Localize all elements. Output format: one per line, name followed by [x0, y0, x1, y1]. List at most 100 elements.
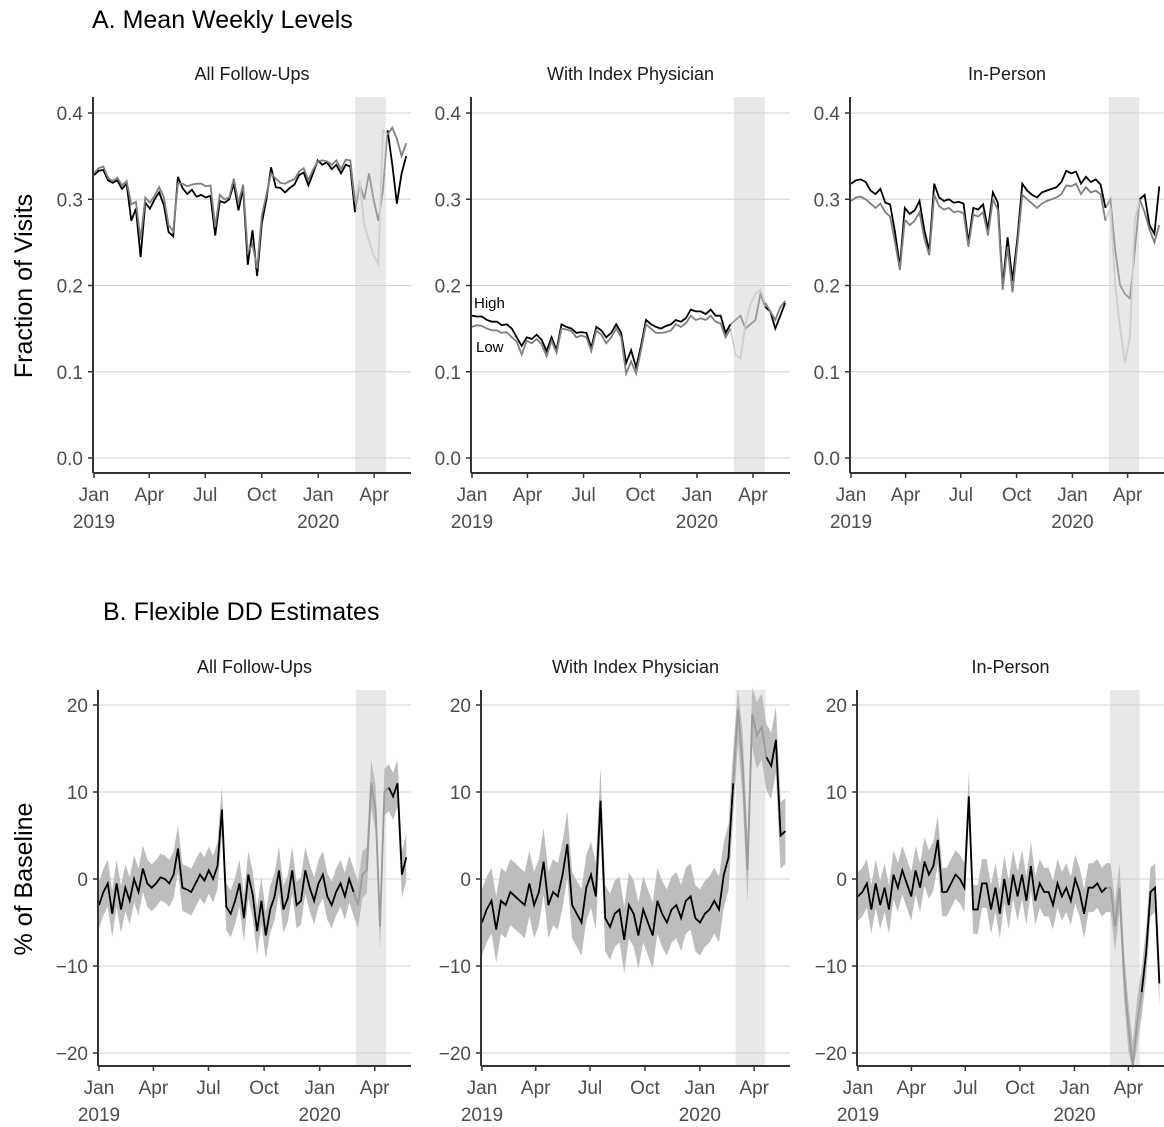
y-tick-label: −10	[815, 957, 847, 978]
series-low-line-post	[1138, 198, 1161, 246]
x-tick-label: Jan	[84, 1078, 115, 1099]
series-high-line	[471, 308, 732, 371]
y-tick-label: 0	[836, 870, 847, 891]
y-tick-label: 0.1	[57, 363, 83, 384]
x-tick-year-label: 2020	[299, 1105, 341, 1126]
x-tick-year-label: 2020	[1053, 1105, 1095, 1126]
series-low-line-post	[764, 300, 786, 323]
y-tick-label: 0.2	[57, 277, 83, 298]
x-tick-label: Jan	[79, 485, 110, 506]
confidence-band	[858, 772, 1160, 1071]
series-estimate-shaded-segment	[1106, 886, 1143, 1067]
panel-title: With Index Physician	[547, 64, 714, 84]
x-tick-label: Jan	[682, 485, 713, 506]
section-a-title: A. Mean Weekly Levels	[92, 6, 353, 34]
y-tick-label: 0	[77, 870, 88, 891]
x-tick-year-label: 2019	[73, 512, 115, 533]
y-tick-label: 20	[450, 696, 471, 717]
x-tick-label: Oct	[249, 1078, 279, 1099]
series-estimate-line	[857, 796, 1107, 914]
y-tick-label: 0	[460, 870, 471, 891]
y-tick-label: −10	[56, 957, 88, 978]
annotation-low: Low	[476, 339, 504, 356]
y-tick-label: 20	[67, 696, 88, 717]
x-tick-label: Oct	[247, 485, 277, 506]
panel-b-1: −20 −10 0 10 20 Jan 2019 Apr Jul Oct Jan 2020 Apr All…	[56, 657, 411, 1126]
x-tick-label: Oct	[630, 1078, 660, 1099]
x-tick-label: Apr	[135, 485, 165, 506]
series-estimate-line-post	[387, 783, 408, 875]
covid-shaded-period	[1110, 690, 1140, 1066]
x-tick-label: Apr	[359, 485, 389, 506]
y-tick-label: 10	[826, 783, 847, 804]
x-tick-year-label: 2020	[679, 1105, 721, 1126]
x-tick-label: Apr	[738, 485, 768, 506]
series-low-line	[93, 158, 356, 269]
panel-a-2: 0.0 0.1 0.2 0.3 0.4 High Low Jan 2019 Apr Jul Oct Ja…	[435, 64, 790, 533]
x-tick-label: Jul	[193, 485, 217, 506]
series-low-line	[850, 182, 1107, 293]
series-estimate-line	[481, 783, 735, 941]
series-low-line	[471, 314, 732, 377]
y-tick-label: 0.0	[814, 449, 840, 470]
panel-a-1: 0.0 0.1 0.2 0.3 0.4 Jan 2019 Apr Jul Oct Jan 2020 Ap…	[57, 64, 411, 533]
x-tick-label: Jan	[1059, 1078, 1090, 1099]
x-tick-year-label: 2019	[451, 512, 493, 533]
annotation-high: High	[474, 295, 505, 312]
x-tick-year-label: 2019	[78, 1105, 120, 1126]
series-estimate-shaded-segment	[352, 783, 390, 927]
y-tick-label: 0.0	[57, 449, 83, 470]
x-tick-year-label: 2020	[1051, 512, 1093, 533]
y-tick-label: 0.1	[435, 363, 461, 384]
panel-a-3: 0.0 0.1 0.2 0.3 0.4 Jan 2019 Apr Jul Oct Jan 2020 Ap…	[814, 64, 1164, 533]
section-a-y-axis-label: Fraction of Visits	[10, 194, 38, 378]
y-tick-label: 0.3	[57, 190, 83, 211]
x-tick-label: Apr	[513, 485, 543, 506]
x-tick-label: Jul	[571, 485, 595, 506]
series-high-line	[850, 169, 1107, 286]
x-tick-label: Jan	[836, 485, 867, 506]
series-estimate-line	[98, 809, 355, 936]
x-tick-label: Jul	[949, 485, 973, 506]
y-tick-label: −20	[56, 1044, 88, 1065]
section-b-title: B. Flexible DD Estimates	[103, 598, 379, 626]
x-tick-label: Oct	[1002, 485, 1032, 506]
series-high-line-post	[1139, 186, 1161, 237]
x-tick-label: Jan	[304, 1078, 335, 1099]
x-tick-label: Jul	[578, 1078, 602, 1099]
y-tick-label: 0.4	[435, 104, 462, 125]
panel-title: In-Person	[971, 657, 1049, 677]
series-low-shaded-segment	[1104, 199, 1141, 364]
x-tick-label: Jan	[1057, 485, 1088, 506]
x-tick-year-label: 2019	[461, 1105, 503, 1126]
y-tick-label: 20	[826, 696, 847, 717]
x-tick-label: Apr	[897, 1078, 927, 1099]
y-tick-label: 0.2	[814, 277, 840, 298]
y-tick-label: 0.3	[814, 190, 840, 211]
x-tick-label: Jan	[843, 1078, 874, 1099]
y-tick-label: −20	[439, 1044, 471, 1065]
panel-title: In-Person	[968, 64, 1046, 84]
x-tick-year-label: 2020	[297, 512, 339, 533]
x-tick-label: Jul	[196, 1078, 220, 1099]
x-tick-label: Jul	[953, 1078, 977, 1099]
x-tick-year-label: 2019	[830, 512, 872, 533]
series-low-shaded-segment	[729, 288, 767, 361]
x-tick-label: Apr	[360, 1078, 390, 1099]
series-low-line-post	[386, 125, 408, 160]
panel-b-2: −20 −10 0 10 20 Jan 2019 Apr Jul Oct Jan 2020 Apr Wit…	[439, 657, 790, 1126]
series-high-line	[93, 158, 356, 277]
series-low-shaded-segment	[349, 128, 389, 268]
confidence-band	[482, 687, 786, 973]
x-tick-year-label: 2019	[837, 1105, 879, 1126]
panel-b-3: −20 −10 0 10 20 Jan 2019 Apr Jul Oct Jan 2020 Apr In-…	[815, 657, 1164, 1126]
x-tick-label: Apr	[891, 485, 921, 506]
y-tick-label: 0.1	[814, 363, 840, 384]
panel-title: All Follow-Ups	[194, 64, 309, 84]
confidence-band	[99, 759, 407, 959]
y-tick-label: 10	[67, 783, 88, 804]
panel-title: All Follow-Ups	[197, 657, 312, 677]
x-tick-label: Jan	[685, 1078, 716, 1099]
x-tick-label: Apr	[521, 1078, 551, 1099]
series-high-shaded-segment	[729, 290, 767, 331]
